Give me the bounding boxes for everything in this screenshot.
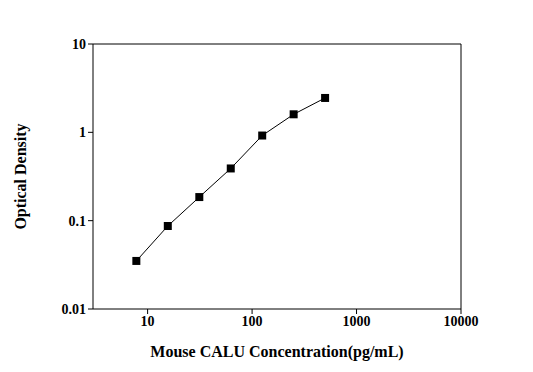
- svg-text:Mouse CALU Concentration(pg/mL: Mouse CALU Concentration(pg/mL): [150, 343, 403, 361]
- svg-text:0.1: 0.1: [69, 214, 87, 229]
- svg-text:1000: 1000: [343, 314, 371, 329]
- svg-text:10: 10: [72, 37, 86, 52]
- svg-text:1: 1: [79, 125, 86, 140]
- svg-text:10: 10: [141, 314, 155, 329]
- svg-text:Optical Density: Optical Density: [12, 123, 30, 229]
- svg-text:10000: 10000: [444, 314, 479, 329]
- svg-text:100: 100: [242, 314, 263, 329]
- svg-text:0.01: 0.01: [62, 302, 87, 317]
